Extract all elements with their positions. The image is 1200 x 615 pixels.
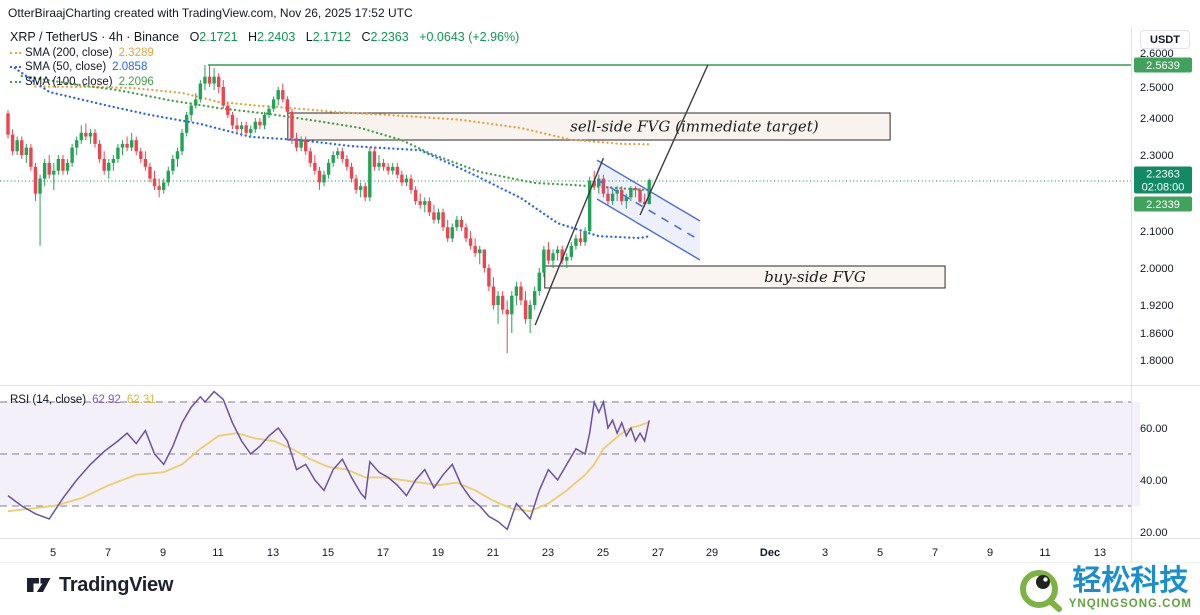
svg-text:3: 3 bbox=[822, 547, 828, 559]
svg-text:buy-side FVG: buy-side FVG bbox=[764, 268, 866, 286]
sma-value: 2.2096 bbox=[118, 75, 154, 88]
svg-text:19: 19 bbox=[432, 547, 444, 559]
rsi-value: 62.31 bbox=[126, 393, 156, 406]
svg-text:2.5639: 2.5639 bbox=[1146, 60, 1180, 72]
svg-text:02:08:00: 02:08:00 bbox=[1142, 182, 1185, 194]
svg-text:2.6000: 2.6000 bbox=[1140, 48, 1174, 60]
rsi-values: 62.92 62.31 bbox=[86, 394, 156, 406]
svg-text:5: 5 bbox=[50, 547, 56, 559]
svg-text:27: 27 bbox=[652, 547, 664, 559]
svg-text:1.8000: 1.8000 bbox=[1140, 355, 1174, 367]
footer-bar: TradingView 轻松科技 YNQINGSONG.COM bbox=[0, 563, 1200, 615]
sma-swatch-icon bbox=[10, 80, 21, 83]
candlestick-layer bbox=[6, 65, 651, 354]
sma-legend-rows: SMA (200, close) 2.3289 SMA (50, close) 2.0… bbox=[10, 47, 519, 88]
svg-text:29: 29 bbox=[706, 547, 718, 559]
svg-text:Dec: Dec bbox=[760, 547, 780, 559]
qingsong-logo[interactable]: 轻松科技 YNQINGSONG.COM bbox=[1017, 565, 1192, 613]
price-axis-ticks: 2.6000 2.5000 2.4000 2.3000 2.1000 2.0000 1.92… bbox=[1140, 48, 1174, 539]
svg-text:25: 25 bbox=[597, 547, 609, 559]
sma-swatch-icon bbox=[10, 51, 21, 54]
svg-text:2.5000: 2.5000 bbox=[1140, 82, 1174, 94]
main-pane-legend: XRP / TetherUS · 4h · Binance O2.1721 H2… bbox=[10, 30, 519, 88]
sma-label: SMA (50, close) bbox=[25, 61, 107, 73]
close-value: 2.2363 bbox=[370, 30, 409, 44]
close-key: C bbox=[361, 30, 371, 44]
svg-text:2.3000: 2.3000 bbox=[1140, 150, 1174, 162]
high-value: 2.2403 bbox=[257, 30, 296, 44]
svg-text:2.2363: 2.2363 bbox=[1146, 169, 1180, 181]
currency-toggle-button[interactable]: USDT bbox=[1140, 30, 1190, 49]
svg-text:2.1000: 2.1000 bbox=[1140, 226, 1174, 238]
rsi-label: RSI (14, close) bbox=[10, 393, 87, 406]
watermark-title: OtterBiraajCharting created with Trading… bbox=[8, 6, 413, 20]
svg-text:40.00: 40.00 bbox=[1140, 475, 1168, 487]
svg-text:2.0000: 2.0000 bbox=[1140, 263, 1174, 275]
svg-text:sell-side FVG (immediate targe: sell-side FVG (immediate target) bbox=[570, 118, 819, 136]
tradingview-logo[interactable]: TradingView bbox=[26, 573, 173, 597]
open-key: O bbox=[189, 30, 200, 44]
price-levels-layer bbox=[0, 64, 1131, 182]
qingsong-logo-domain: YNQINGSONG.COM bbox=[1068, 598, 1192, 611]
sma-50-line bbox=[13, 66, 651, 240]
rsi-legend[interactable]: RSI (14, close) 62.92 62.31 bbox=[10, 391, 156, 406]
tradingview-logo-icon bbox=[27, 578, 51, 592]
svg-text:1.9200: 1.9200 bbox=[1140, 300, 1174, 312]
sma-legend-row-2[interactable]: SMA (100, close) 2.2096 bbox=[10, 76, 519, 88]
rsi-pane bbox=[0, 390, 1140, 531]
svg-text:5: 5 bbox=[877, 547, 883, 559]
qingsong-logo-text: 轻松科技 bbox=[1072, 565, 1189, 598]
low-value: 2.1712 bbox=[312, 30, 351, 44]
svg-text:7: 7 bbox=[932, 547, 938, 559]
sma-200-line bbox=[34, 85, 651, 146]
rsi-value: 62.92 bbox=[92, 393, 121, 406]
svg-text:2.2339: 2.2339 bbox=[1146, 199, 1180, 211]
sma-label: SMA (200, close) bbox=[25, 46, 113, 59]
qingsong-logo-icon bbox=[1019, 570, 1062, 612]
svg-text:1.8600: 1.8600 bbox=[1140, 328, 1174, 340]
symbol-title[interactable]: XRP / TetherUS · 4h · Binance bbox=[10, 30, 180, 44]
svg-text:9: 9 bbox=[987, 547, 993, 559]
descending-channel bbox=[596, 159, 701, 261]
symbol-row[interactable]: XRP / TetherUS · 4h · Binance O2.1721 H2… bbox=[10, 30, 519, 44]
sma-value: 2.3289 bbox=[118, 46, 154, 59]
trendlines-layer bbox=[534, 64, 709, 326]
svg-text:9: 9 bbox=[160, 547, 166, 559]
svg-text:60.00: 60.00 bbox=[1140, 423, 1168, 435]
svg-text:23: 23 bbox=[542, 547, 554, 559]
change-value: +0.0643 (+2.96%) bbox=[419, 30, 520, 44]
sma-label: SMA (100, close) bbox=[25, 75, 113, 88]
sma-value: 2.0858 bbox=[112, 61, 148, 73]
sma-legend-row-1[interactable]: SMA (50, close) 2.0858 bbox=[10, 61, 519, 73]
svg-text:13: 13 bbox=[267, 547, 279, 559]
tradingview-wordmark: TradingView bbox=[59, 573, 174, 596]
fvg-labels-layer: sell-side FVG (immediate target) buy-side… bbox=[570, 118, 866, 286]
open-value: 2.1721 bbox=[199, 30, 238, 44]
high-key: H bbox=[248, 30, 258, 44]
sma-100-line bbox=[20, 74, 651, 192]
svg-text:13: 13 bbox=[1094, 547, 1106, 559]
svg-text:21: 21 bbox=[487, 547, 499, 559]
time-axis-ticks: 5 7 9 11 13 15 17 19 21 23 25 27 29 Dec 3 5 7 9 11 13 bbox=[50, 547, 1106, 559]
svg-text:11: 11 bbox=[212, 547, 223, 559]
sma-swatch-icon bbox=[10, 66, 21, 68]
svg-text:20.00: 20.00 bbox=[1140, 527, 1168, 539]
fvg-boxes-layer bbox=[287, 112, 946, 289]
sma-legend-row-0[interactable]: SMA (200, close) 2.3289 bbox=[10, 47, 519, 59]
svg-text:7: 7 bbox=[105, 547, 111, 559]
svg-text:17: 17 bbox=[377, 547, 389, 559]
svg-text:15: 15 bbox=[322, 547, 334, 559]
low-key: L bbox=[305, 30, 313, 44]
svg-text:11: 11 bbox=[1039, 547, 1050, 559]
svg-text:2.4000: 2.4000 bbox=[1140, 113, 1174, 125]
